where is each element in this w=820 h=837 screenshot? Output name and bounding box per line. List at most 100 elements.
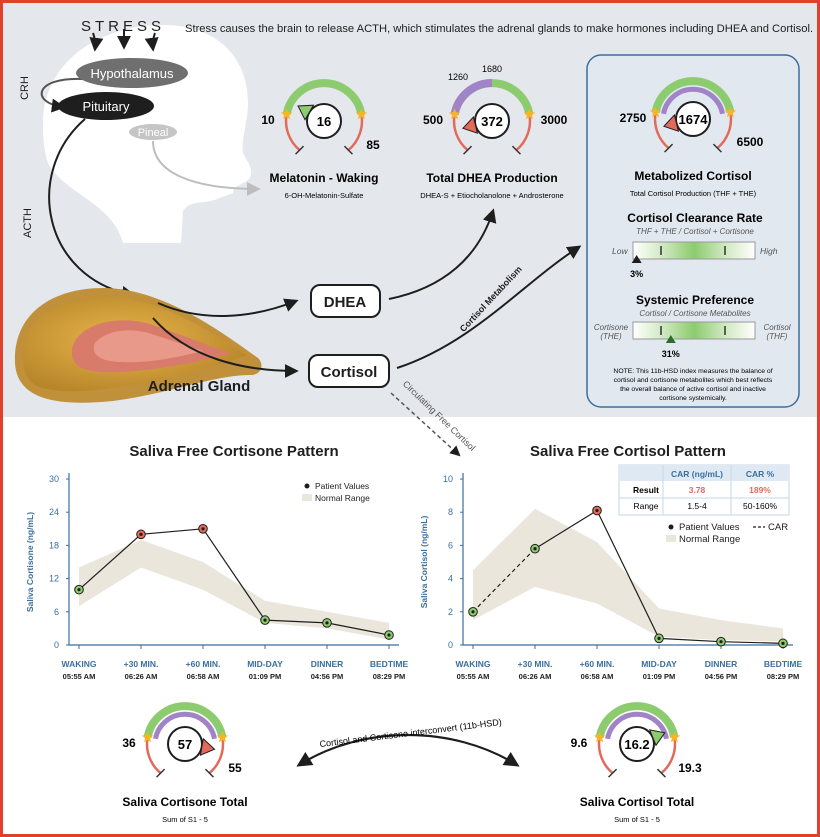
chart1-xtick-label: BEDTIME bbox=[370, 659, 409, 669]
cortisone-chart: Saliva Free Cortisone Pattern Saliva Cort… bbox=[25, 443, 408, 681]
pineal-label: Pineal bbox=[138, 127, 169, 139]
chart1-data-point-center bbox=[387, 633, 391, 637]
adrenal-gland-label: Adrenal Gland bbox=[148, 378, 251, 395]
car-result-ng: 3.78 bbox=[689, 485, 706, 495]
car-result-pct: 189% bbox=[749, 485, 771, 495]
g-melatonin-low-star bbox=[280, 108, 293, 120]
chart1-legend-patient: Patient Values bbox=[315, 481, 369, 491]
chart2-ytick-label: 0 bbox=[448, 640, 453, 650]
chart2-legend-point-marker bbox=[668, 524, 674, 530]
clearance-bar bbox=[632, 241, 756, 260]
chart1-time-label: 05:55 AM bbox=[63, 672, 96, 681]
chart1-series-segment bbox=[78, 533, 142, 591]
systemic-value: 31% bbox=[662, 349, 680, 359]
g-metab-pointer bbox=[663, 113, 680, 132]
g-melatonin-cap-high bbox=[343, 145, 353, 155]
car-range-ng: 1.5-4 bbox=[687, 501, 707, 511]
chart2-ytick-label: 8 bbox=[448, 507, 453, 517]
hypothalamus-node bbox=[76, 58, 188, 88]
systemic-marker bbox=[665, 335, 676, 343]
chart1-time-label: 08:29 PM bbox=[373, 672, 406, 681]
g-cortisol-total-normal-arc bbox=[595, 702, 679, 739]
systemic-bar bbox=[632, 321, 756, 340]
g-melatonin-center bbox=[306, 103, 342, 139]
chart2-legend-range: Normal Range bbox=[679, 534, 740, 545]
metabolized-cortisol-gauge bbox=[649, 77, 737, 153]
chart2-legend-patient: Patient Values bbox=[679, 522, 740, 533]
cortisone-total-subtitle: Sum of S1 - 5 bbox=[162, 815, 208, 824]
chart2-xtick-label: +30 MIN. bbox=[518, 659, 553, 669]
chart1-ytick-label: 6 bbox=[54, 607, 59, 617]
note-line-1: NOTE: This 11b-HSD index measures the ba… bbox=[613, 368, 772, 375]
cortisone-total-title: Saliva Cortisone Total bbox=[122, 795, 247, 809]
chart1-data-point-center bbox=[139, 532, 143, 536]
chart2-data-point-center bbox=[657, 636, 661, 640]
g-melatonin-cap-low bbox=[295, 145, 305, 155]
g-dhea-low-arc bbox=[452, 114, 469, 152]
saliva-cortisone-total-gauge bbox=[141, 702, 229, 778]
chart2-series-segment bbox=[658, 637, 722, 643]
g-dhea-high-arc bbox=[515, 114, 532, 152]
g-metab-normal-arc bbox=[651, 77, 735, 114]
note-line-2: cortisol and cortisone metabolites which… bbox=[614, 377, 773, 384]
systemic-left-label-2: (THE) bbox=[600, 332, 622, 341]
g-metab-low-star bbox=[649, 106, 662, 118]
chart2-series-segment bbox=[720, 641, 784, 644]
cortisol-chart: Saliva Free Cortisol Pattern Saliva Corti… bbox=[419, 443, 802, 681]
dhea-box[interactable] bbox=[310, 284, 381, 318]
hypothalamus-label: Hypothalamus bbox=[90, 66, 174, 81]
chart1-legend-range-marker bbox=[302, 494, 312, 501]
cortisol-total-value: 16.2 bbox=[624, 737, 649, 752]
chart2-series-segment bbox=[472, 548, 536, 613]
chart1-legend-range: Normal Range bbox=[315, 493, 370, 503]
g-cortisol-total-high-star bbox=[668, 731, 681, 743]
dhea-low: 500 bbox=[423, 113, 443, 127]
clearance-high-label: High bbox=[760, 246, 778, 256]
g-cortisol-total-cap-low bbox=[608, 768, 618, 778]
g-cortisol-total-center bbox=[619, 726, 655, 762]
cortisol-box[interactable] bbox=[308, 354, 390, 388]
cortisol-metabolism-label: Cortisol Metabolism bbox=[458, 264, 524, 334]
chart1-series-segment bbox=[140, 528, 204, 535]
adrenal-gland-illustration bbox=[14, 288, 262, 403]
chart1-data-point-center bbox=[263, 618, 267, 622]
chart1-normal-range bbox=[79, 539, 389, 640]
g-cortisol-total-high-arc bbox=[660, 737, 677, 775]
chart1-ytick-label: 30 bbox=[49, 474, 59, 484]
pineal-arrow bbox=[152, 140, 261, 196]
chart2-ylabel: Saliva Cortisol (ng/mL) bbox=[419, 516, 429, 609]
chart1-data-point-center bbox=[77, 588, 81, 592]
chart2-title: Saliva Free Cortisol Pattern bbox=[530, 443, 726, 460]
chart2-data-point-center bbox=[595, 508, 599, 513]
dhea-gauge bbox=[448, 79, 536, 155]
chart2-ytick-label: 2 bbox=[448, 607, 453, 617]
saliva-cortisol-total-gauge bbox=[593, 702, 681, 778]
clearance-value: 3% bbox=[630, 269, 643, 279]
chart2-xtick-label: +60 MIN. bbox=[580, 659, 615, 669]
infographic-canvas: STRESS Stress causes the brain to releas… bbox=[14, 18, 813, 824]
adrenal-to-dhea-arrow bbox=[157, 298, 299, 317]
chart1-xtick-label: +60 MIN. bbox=[186, 659, 221, 669]
g-melatonin-high-arc bbox=[347, 114, 364, 152]
crh-arrow bbox=[40, 77, 84, 113]
note-line-4: cortisone systemically. bbox=[659, 395, 727, 402]
chart2-series-segment bbox=[596, 510, 660, 639]
cortisone-total-value: 57 bbox=[178, 737, 192, 752]
chart1-ylabel: Saliva Cortisone (ng/mL) bbox=[25, 512, 35, 612]
melatonin-value: 16 bbox=[317, 114, 331, 129]
circulating-cortisol-arrow bbox=[390, 392, 461, 457]
g-cortisone-total-high-star bbox=[216, 731, 229, 743]
pituitary-label: Pituitary bbox=[83, 99, 130, 114]
g-cortisone-total-pointer bbox=[199, 737, 216, 757]
clearance-title: Cortisol Clearance Rate bbox=[627, 211, 763, 225]
g-cortisol-total-cap-high bbox=[656, 768, 666, 778]
chart2-xtick-label: MID-DAY bbox=[641, 659, 677, 669]
dhea-to-production-arrow bbox=[388, 208, 497, 300]
chart1-time-label: 06:26 AM bbox=[125, 672, 158, 681]
g-cortisone-total-cap-high bbox=[204, 768, 214, 778]
g-cortisone-total-low-star bbox=[141, 731, 154, 743]
metabolized-high: 6500 bbox=[737, 135, 764, 149]
car-header-ng: CAR (ng/mL) bbox=[671, 469, 723, 479]
crh-label: CRH bbox=[19, 76, 31, 100]
systemic-title: Systemic Preference bbox=[636, 293, 754, 307]
